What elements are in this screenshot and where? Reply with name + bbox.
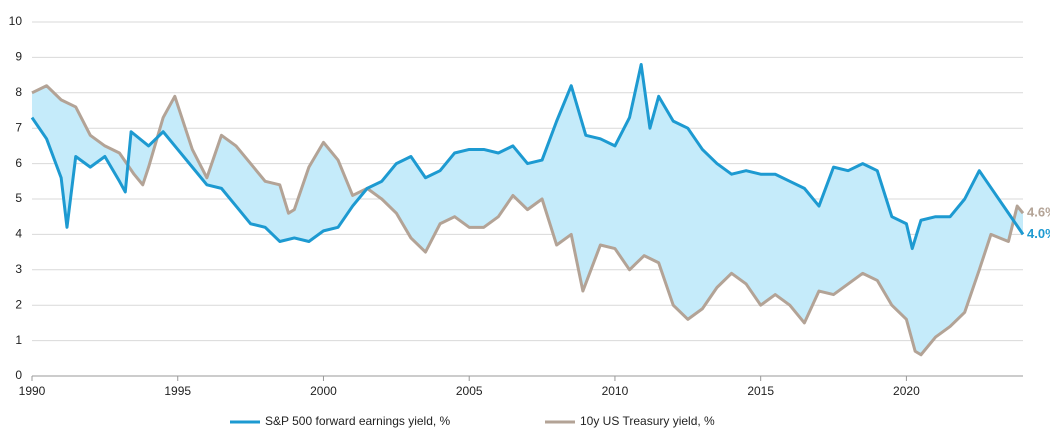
x-tick-label: 2015 <box>747 384 774 398</box>
y-tick-label: 0 <box>15 368 22 382</box>
y-tick-label: 9 <box>15 50 22 64</box>
legend-label: S&P 500 forward earnings yield, % <box>265 414 451 428</box>
y-tick-label: 6 <box>15 156 22 170</box>
series-line <box>30 62 1025 251</box>
y-tick-label: 10 <box>9 14 23 28</box>
x-tick-label: 1995 <box>164 384 191 398</box>
legend-label: 10y US Treasury yield, % <box>580 414 715 428</box>
y-tick-label: 5 <box>15 191 22 205</box>
y-tick-label: 8 <box>15 85 22 99</box>
series-line <box>31 84 1025 357</box>
y-tick-label: 2 <box>15 297 22 311</box>
end-label: 4.6% <box>1027 205 1050 220</box>
x-tick-label: 2005 <box>456 384 483 398</box>
x-tick-label: 2010 <box>602 384 629 398</box>
end-label: 4.0% <box>1027 226 1050 241</box>
x-tick-label: 1990 <box>19 384 46 398</box>
x-tick-label: 2000 <box>310 384 337 398</box>
y-tick-label: 7 <box>15 120 22 134</box>
y-tick-label: 4 <box>15 227 22 241</box>
x-tick-label: 2020 <box>893 384 920 398</box>
y-tick-label: 3 <box>15 262 22 276</box>
y-tick-label: 1 <box>15 333 22 347</box>
